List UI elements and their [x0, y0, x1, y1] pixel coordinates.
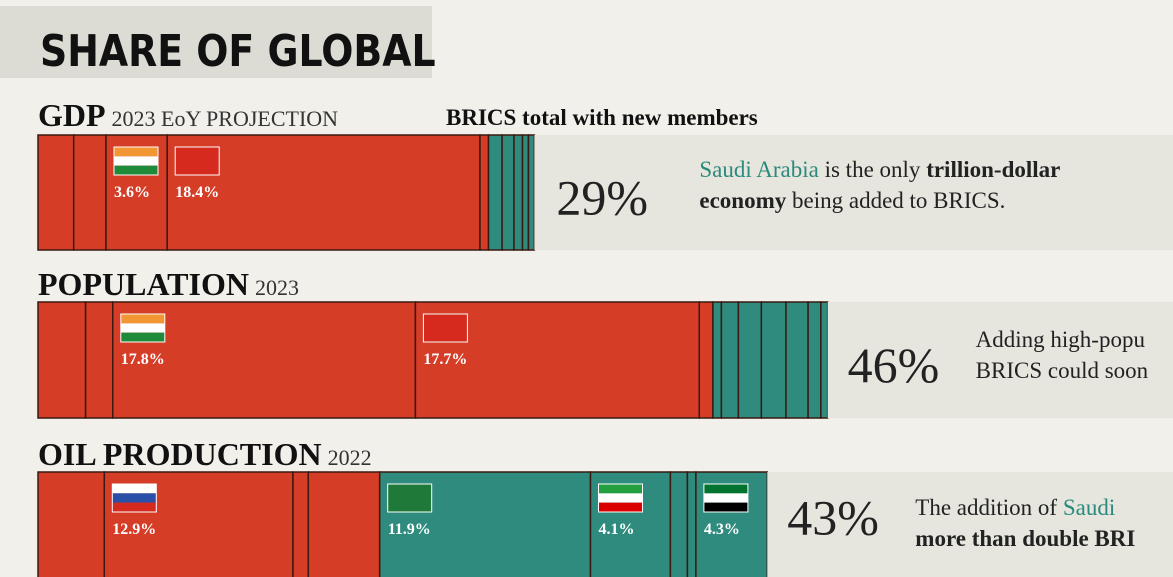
segment [760, 301, 787, 419]
note-line: economy being added to BRICS. [699, 188, 1005, 213]
flag-border [598, 483, 643, 513]
note-line: more than double BRI [915, 526, 1135, 551]
flag-stripe [598, 502, 643, 512]
section-title: OIL PRODUCTION 2022 [38, 436, 372, 472]
flag-stripe [120, 332, 165, 342]
segment [37, 301, 87, 419]
note-box [827, 302, 1173, 418]
segment [686, 471, 697, 577]
segment [820, 301, 829, 419]
flag-border [422, 313, 468, 343]
flag-border [703, 483, 749, 513]
segment [698, 301, 714, 419]
heading-band [0, 6, 432, 78]
segment [807, 301, 822, 419]
note-run: The addition of [915, 495, 1063, 520]
note-run: being added to BRICS. [786, 188, 1005, 213]
note-line: The addition of Saudi [915, 495, 1121, 520]
segment [37, 471, 106, 577]
flag-stripe [387, 484, 432, 512]
note-run: BRICS could soon [976, 358, 1149, 383]
note-run: Saudi [1063, 495, 1121, 520]
section-title-text: OIL PRODUCTION [38, 436, 322, 472]
section-title: GDP 2023 EoY PROJECTION [38, 97, 338, 133]
segment-label: 3.6% [114, 184, 150, 201]
flag-stripe [112, 493, 157, 503]
flag-stripe [120, 323, 165, 333]
segment [84, 301, 114, 419]
note-box [534, 135, 1173, 250]
note-run: more than double BRI [915, 526, 1135, 551]
flag-border [120, 313, 166, 343]
note-line: BRICS could soon [976, 358, 1149, 383]
segment-label: 17.8% [121, 351, 165, 368]
segment [712, 301, 723, 419]
flag-stripe [703, 484, 748, 494]
section-subtitle: 2022 [328, 445, 372, 470]
segment [479, 134, 490, 251]
section-title-text: POPULATION [38, 266, 249, 302]
total-label: 43% [787, 490, 879, 546]
note-run: trillion-dollar [926, 157, 1060, 182]
heading: SHARE OF GLOBAL [40, 25, 436, 76]
section-title-text: GDP [38, 97, 106, 133]
flag-stripe [703, 502, 748, 512]
segment-label: 12.9% [112, 521, 156, 538]
segment [737, 301, 763, 419]
flag-stripe [598, 484, 643, 494]
segment [487, 134, 503, 251]
segment [72, 134, 107, 251]
segment-label: 17.7% [423, 351, 467, 368]
note-line: Saudi Arabia is the only trillion-dollar [699, 157, 1060, 182]
segment [501, 134, 515, 251]
flag-border [113, 146, 159, 176]
flag-stripe [175, 147, 220, 175]
banner: BRICS total with new members [446, 105, 758, 130]
segment [292, 471, 310, 577]
flag-stripe [112, 502, 157, 512]
flag-stripe [114, 147, 158, 157]
flag-stripe [114, 156, 158, 166]
total-label: 46% [848, 337, 940, 393]
note-run: Adding high-popu [976, 327, 1146, 352]
flag-stripe [120, 314, 165, 324]
note-box [767, 472, 1173, 577]
flag-stripe [423, 314, 468, 342]
segment-label: 11.9% [388, 521, 431, 538]
segment [513, 134, 524, 251]
flag-stripe [703, 493, 748, 503]
segment [521, 134, 530, 251]
flag-border [387, 483, 433, 513]
segment [720, 301, 740, 419]
flag-stripe [112, 484, 157, 494]
segment [307, 471, 381, 577]
section-title: POPULATION 2023 [38, 266, 299, 302]
flag-stripe [598, 493, 643, 503]
segment [669, 471, 689, 577]
total-label: 29% [556, 170, 648, 226]
segment [785, 301, 809, 419]
note-run: Saudi Arabia [699, 157, 818, 182]
section-subtitle: 2023 [255, 275, 299, 300]
segment [37, 134, 75, 251]
segment-label: 4.1% [599, 521, 635, 538]
flag-stripe [114, 165, 158, 175]
note-line: Adding high-popu [976, 327, 1146, 352]
segment [527, 134, 536, 251]
note-run: economy [699, 188, 786, 213]
flag-border [111, 483, 157, 513]
section-subtitle: 2023 EoY PROJECTION [112, 106, 339, 131]
note-run: is the only [819, 157, 926, 182]
segment-label: 18.4% [175, 184, 219, 201]
segment-label: 4.3% [704, 521, 740, 538]
flag-border [174, 146, 220, 176]
